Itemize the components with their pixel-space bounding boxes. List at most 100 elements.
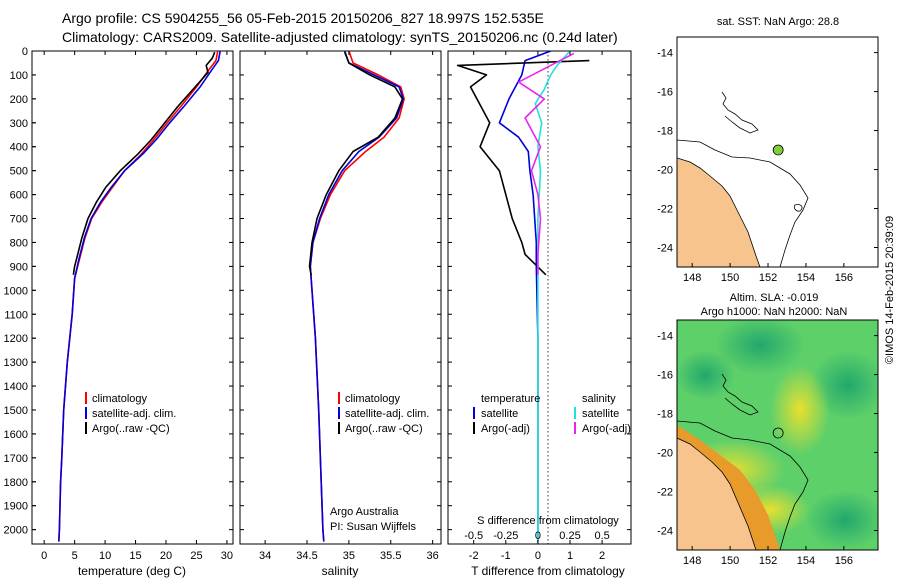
- x-tick-label: 34.5: [296, 550, 317, 562]
- depth-tick-label: 600: [10, 190, 28, 202]
- s-tick-label: -0.5: [464, 530, 483, 542]
- map-lon-label: 156: [835, 272, 853, 284]
- map-lat-label: -16: [657, 370, 673, 382]
- sst-map-reef-islands: [721, 91, 759, 134]
- map-lat-label: -22: [657, 204, 673, 216]
- temperature-series-group: [58, 51, 221, 542]
- figure-title-line-2: Climatology: CARS2009. Satellite-adjuste…: [62, 29, 618, 45]
- map-lat-label: -18: [657, 409, 673, 421]
- depth-tick-label: 500: [10, 166, 28, 178]
- imos-watermark: ©IMOS 14-Feb-2015 20:39:09: [884, 216, 896, 364]
- map-lat-label: -24: [657, 243, 673, 255]
- temperature-axis-label: temperature (deg C): [78, 564, 186, 578]
- depth-axis: 0 100 200 300 400 500 600 700 800 900 1000 1100 1200…: [4, 46, 36, 537]
- legend-satellite: satellite-adj. clim.: [92, 408, 176, 420]
- depth-tick-label: 1700: [4, 453, 28, 465]
- legend-t-argo: Argo(-adj): [481, 423, 530, 435]
- map-lat-label: -14: [657, 48, 673, 60]
- x-tick-label: 15: [129, 550, 141, 562]
- sla-map-title: Altim. SLA: -0.019: [730, 292, 819, 304]
- s-difference-axis-label: S difference from climatology: [477, 515, 619, 527]
- depth-tick-label: 1400: [4, 381, 28, 393]
- salinity-series-1: [309, 51, 405, 542]
- difference-series-3: [517, 52, 575, 275]
- map-lon-label: 150: [721, 272, 739, 284]
- annotation-pi: PI: Susan Wijffels: [330, 521, 416, 533]
- x-tick-label: 36: [427, 550, 439, 562]
- x-tick-label: 35.5: [380, 550, 401, 562]
- depth-tick-label: 1900: [4, 501, 28, 513]
- difference-series-1: [456, 59, 590, 276]
- difference-plot-frame: [447, 50, 632, 545]
- sst-map-coastline: [677, 157, 761, 267]
- sla-map-reef-contour: [677, 420, 809, 550]
- map-lat-label: -22: [657, 487, 673, 499]
- sst-map-axes: 148 150 152 154 156 -14 -16 -18 -20 -22 -24: [657, 48, 878, 284]
- salinity-x-axis: 34 34.5 35 35.5 36: [240, 50, 441, 562]
- sst-map-frame: [676, 36, 879, 268]
- salinity-axis-label: salinity: [322, 564, 359, 578]
- legend-climatology: climatology: [345, 393, 401, 405]
- depth-tick-label: 1100: [4, 309, 28, 321]
- sla-map-content: [677, 320, 878, 550]
- s-tick-label: -0.25: [493, 530, 518, 542]
- temperature-series-1: [58, 51, 221, 542]
- s-tick-label: 0.5: [594, 530, 609, 542]
- depth-tick-label: 1600: [4, 429, 28, 441]
- map-lon-label: 152: [759, 555, 777, 567]
- salinity-series-2: [308, 51, 404, 275]
- difference-series-0: [498, 51, 551, 542]
- legend-argo: Argo(..raw -QC): [345, 423, 423, 435]
- temperature-x-axis: 0 5 10 15 20 25 30: [32, 50, 233, 562]
- t-tick-label: 2: [599, 550, 605, 562]
- depth-tick-label: 1800: [4, 477, 28, 489]
- map-lon-label: 150: [721, 555, 739, 567]
- sla-anomaly-patch: [770, 365, 830, 455]
- sla-map-argo-marker: [772, 427, 784, 439]
- salinity-series-group: [308, 51, 405, 542]
- map-lat-label: -14: [657, 331, 673, 343]
- map-lon-label: 154: [797, 272, 815, 284]
- x-tick-label: 10: [99, 550, 111, 562]
- x-tick-label: 0: [41, 550, 47, 562]
- map-lon-label: 148: [683, 555, 701, 567]
- map-lat-label: -20: [657, 448, 673, 460]
- legend-t-satellite: satellite: [481, 408, 518, 420]
- x-tick-label: 30: [221, 550, 233, 562]
- legend-salinity-heading: salinity: [582, 393, 616, 405]
- annotation-argo-australia: Argo Australia: [330, 506, 399, 518]
- map-lon-label: 154: [797, 555, 815, 567]
- t-tick-label: 0: [535, 550, 541, 562]
- difference-x-axis: -2 -1 0 1 2 -0.5 -0.25 0 0.25 0.5: [448, 50, 631, 562]
- sla-anomaly-patch: [805, 490, 878, 550]
- map-lon-label: 152: [759, 272, 777, 284]
- depth-tick-label: 200: [10, 94, 28, 106]
- difference-legend: temperature satellite Argo(-adj) salinit…: [473, 393, 631, 435]
- difference-series-group: [456, 51, 590, 542]
- depth-tick-label: 100: [10, 70, 28, 82]
- depth-tick-label: 1300: [4, 357, 28, 369]
- legend-satellite: satellite-adj. clim.: [345, 408, 429, 420]
- legend-climatology: climatology: [92, 393, 148, 405]
- sst-map-argo-marker: [772, 144, 784, 156]
- temperature-legend: climatology satellite-adj. clim. Argo(..…: [85, 392, 176, 435]
- t-tick-label: -1: [501, 550, 511, 562]
- t-tick-label: -2: [469, 550, 479, 562]
- sst-map-content: [677, 37, 878, 267]
- map-lon-label: 156: [835, 555, 853, 567]
- figure-title-line-1: Argo profile: CS 5904255_56 05-Feb-2015 …: [62, 10, 544, 26]
- sla-map-subtitle: Argo h1000: NaN h2000: NaN: [701, 306, 848, 318]
- sla-anomaly-patch: [677, 350, 735, 400]
- difference-series-2: [534, 51, 571, 542]
- map-lat-label: -16: [657, 87, 673, 99]
- t-tick-label: 1: [567, 550, 573, 562]
- depth-tick-label: 2000: [4, 525, 28, 537]
- x-tick-label: 25: [190, 550, 202, 562]
- sla-map-axes: 148 150 152 154 156 -14 -16 -18 -20 -22 -24: [657, 331, 878, 567]
- x-tick-label: 5: [72, 550, 78, 562]
- s-tick-label: 0.25: [559, 530, 580, 542]
- salinity-legend: climatology satellite-adj. clim. Argo(..…: [338, 392, 429, 435]
- x-tick-label: 34: [259, 550, 271, 562]
- salinity-plot-frame: [239, 50, 442, 545]
